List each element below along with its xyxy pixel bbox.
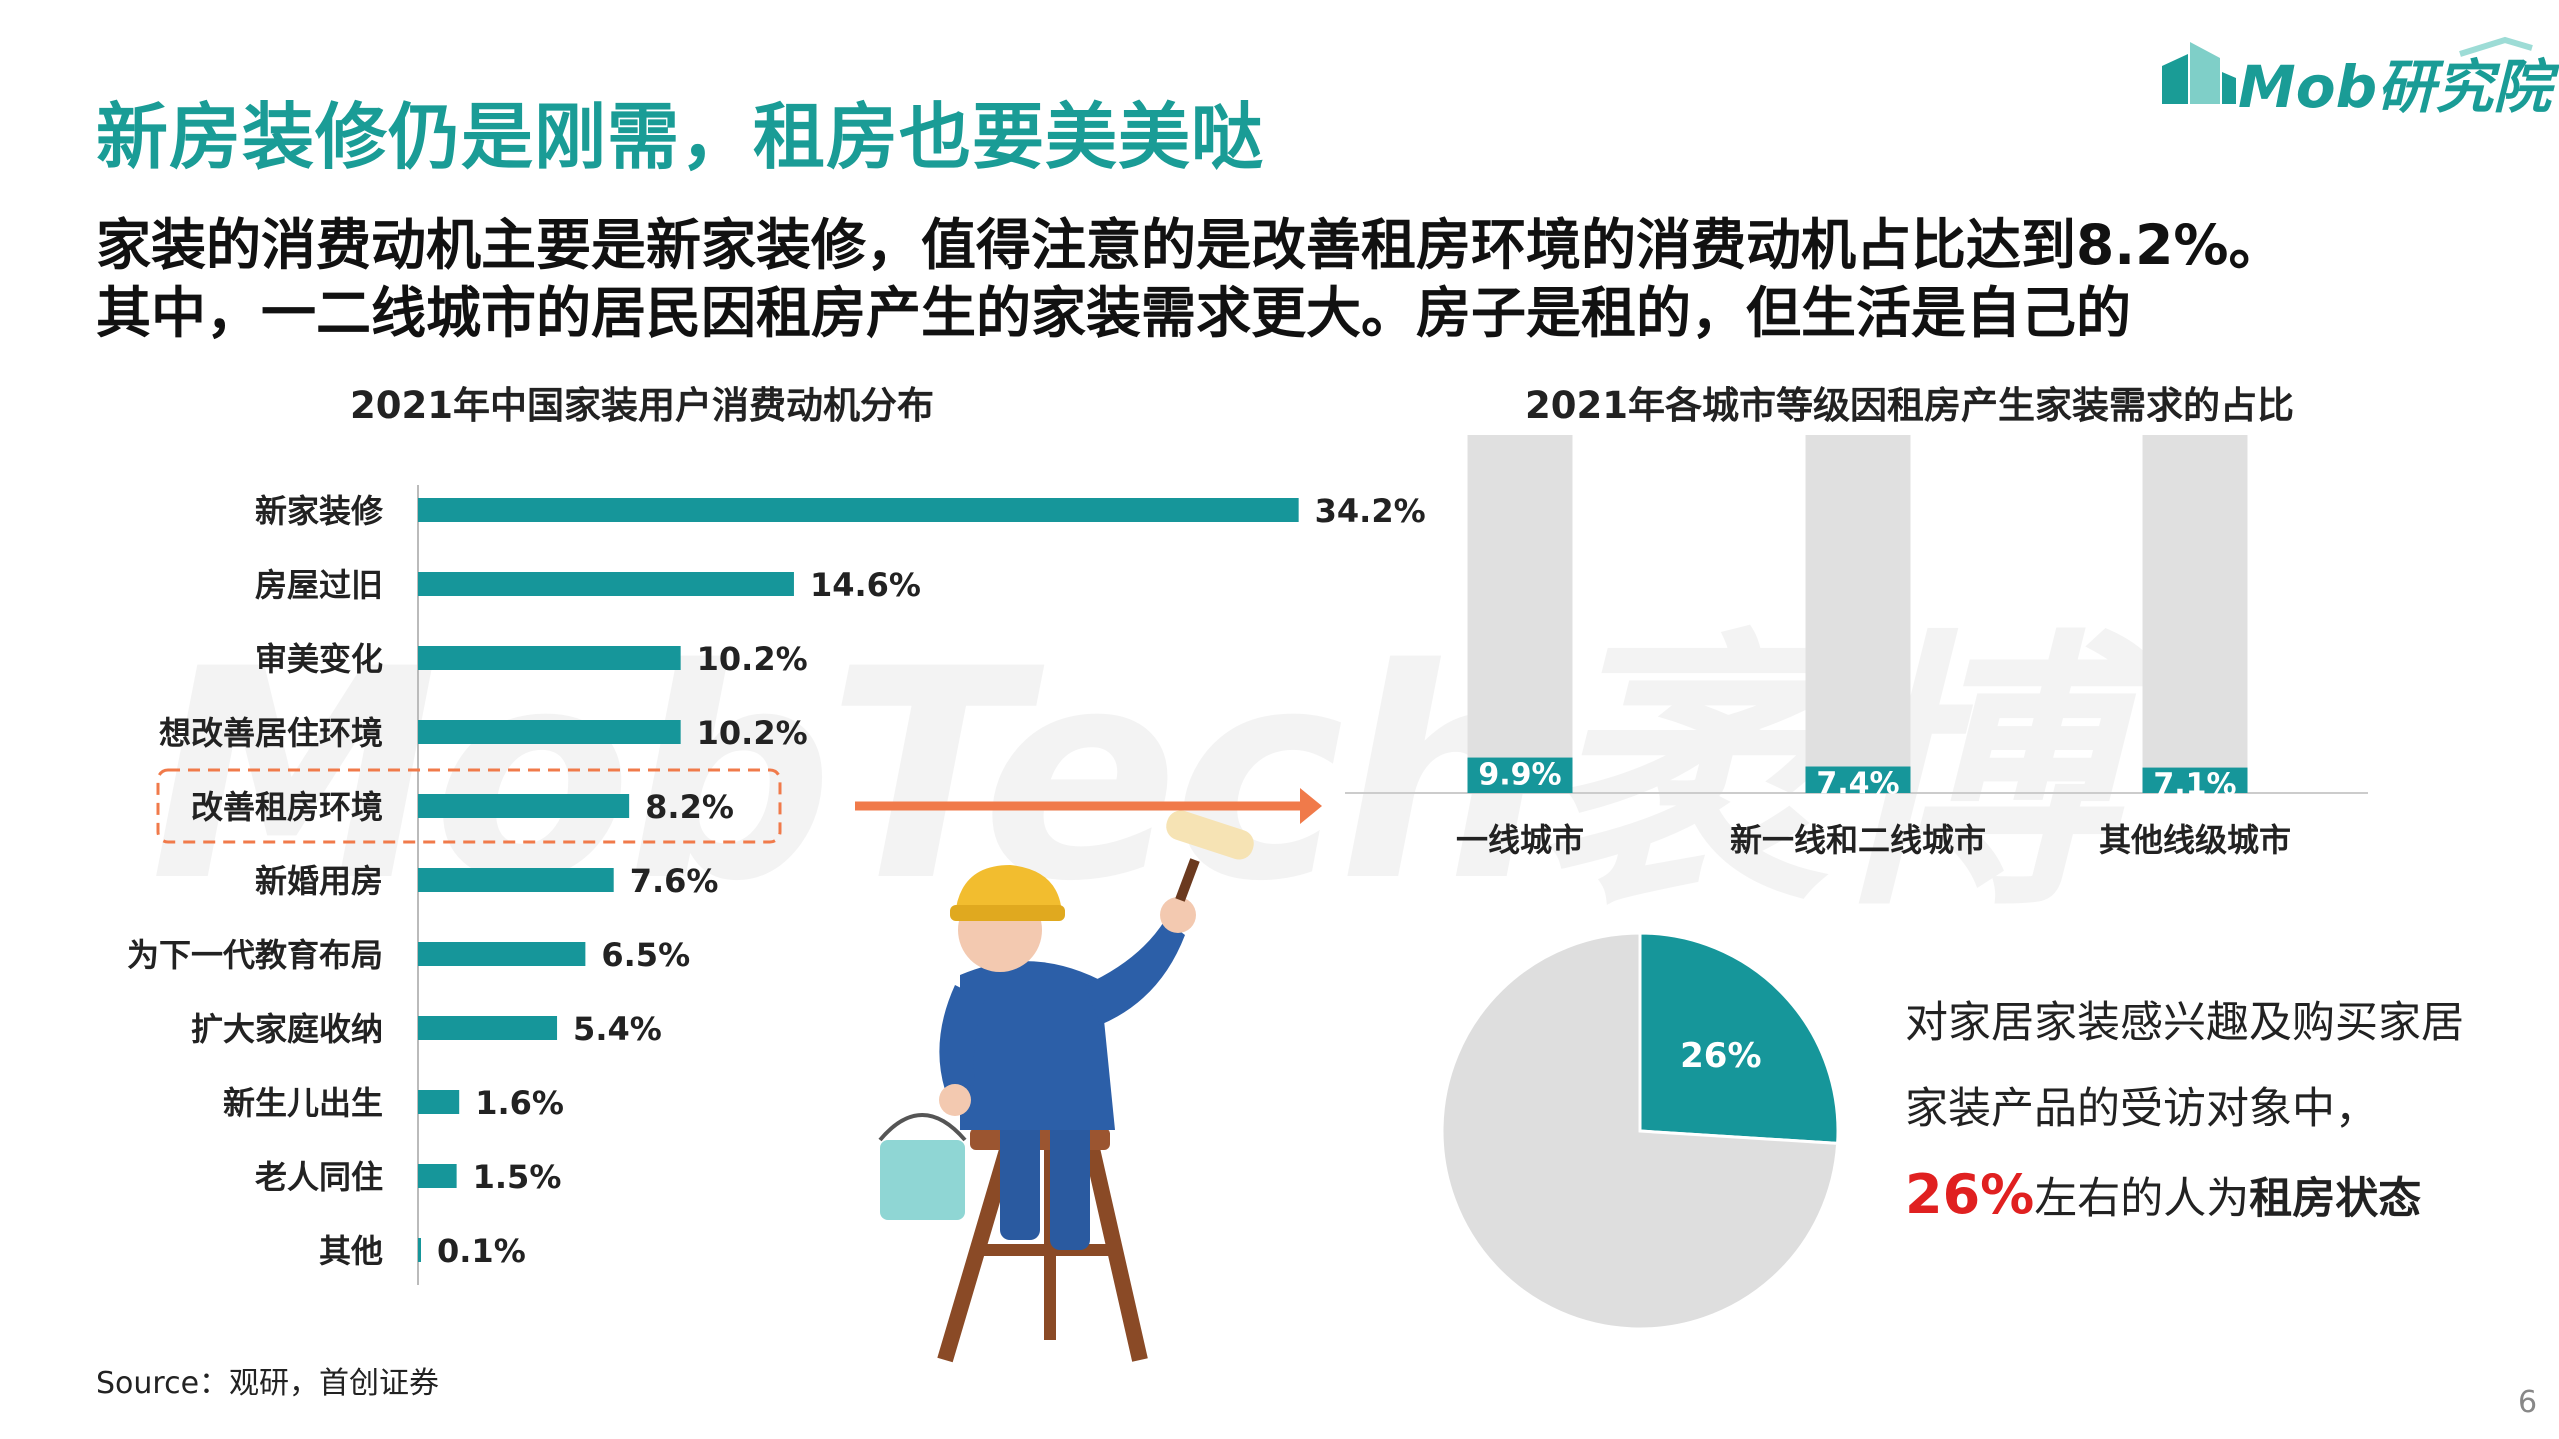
bar-value-label: 10.2% [697,640,808,678]
bar [2142,767,2248,793]
logo-text: Mob研究院 [2238,53,2552,121]
category-label: 改善租房环境 [191,788,383,826]
source-note: Source：观研，首创证券 [96,1366,440,1401]
category-label: 房屋过旧 [255,566,383,604]
category-label: 审美变化 [255,640,383,678]
bar-background [2142,435,2248,793]
page-title: 新房装修仍是刚需，租房也要美美哒 [96,95,1265,179]
bar-value-label: 7.1% [2153,768,2236,803]
category-label: 新婚用房 [255,862,383,900]
pie-caption: 对家居家装感兴趣及购买家居家装产品的受访对象中， 26%左右的人为租房状态 [1905,980,2465,1242]
category-label: 想改善居住环境 [159,714,383,752]
category-label: 新生儿出生 [223,1084,383,1122]
pie-caption-mid: 左右的人为 [2034,1174,2250,1224]
bar [418,794,630,818]
bar-value-label: 14.6% [810,566,921,604]
bar [418,1090,460,1114]
bar-value-label: 1.5% [473,1158,562,1196]
bar-value-label: 8.2% [645,788,734,826]
painter-illustration [878,810,1254,1363]
page-number: 6 [2518,1385,2538,1420]
subtitle-line-2: 其中，一二线城市的居民因租房产生的家装需求更大。房子是租的，但生活是自己的 [96,281,2132,345]
bar [418,646,681,670]
connector-arrow-head [1300,788,1322,824]
bar [418,1164,457,1188]
bar-background [1467,435,1573,793]
mob-logo-icon [2162,36,2533,104]
bar [1467,757,1573,793]
bar-background [1805,435,1911,793]
bar-value-label: 7.6% [630,862,719,900]
left-chart-title: 2021年中国家装用户消费动机分布 [350,384,934,427]
right-chart-title: 2021年各城市等级因租房产生家装需求的占比 [1525,384,2294,427]
subtitle-line-1: 家装的消费动机主要是新家装修，值得注意的是改善租房环境的消费动机占比达到8.2%… [96,213,2284,277]
bar [418,498,1299,522]
bar [418,720,681,744]
category-label: 其他线级城市 [2099,821,2291,859]
category-label: 新一线和二线城市 [1730,821,1986,859]
pie-slice [1638,931,1840,1146]
bar [418,868,614,892]
pie-caption-pre: 对家居家装感兴趣及购买家居家装产品的受访对象中， [1905,998,2464,1134]
category-label: 为下一代教育布局 [127,936,383,974]
category-label: 老人同住 [255,1158,383,1196]
bar [418,572,794,596]
category-label: 其他 [319,1232,383,1270]
pie-caption-bold: 租房状态 [2249,1174,2422,1224]
category-label: 新家装修 [255,492,384,530]
bar-value-label: 5.4% [573,1010,662,1048]
category-label: 一线城市 [1456,821,1584,859]
pie-caption-highlight: 26% [1905,1163,2035,1226]
pie-slice-label: 26% [1680,1036,1761,1076]
bar-value-label: 0.1% [437,1232,526,1270]
horizontal-bar-chart: 新家装修 34.2% 房屋过旧 14.6% 审美变化 10.2% 想改善居住环境 10.2% 改… [127,485,1426,1285]
bar-value-label: 10.2% [697,714,808,752]
bar-value-label: 1.6% [475,1084,564,1122]
bar-value-label: 7.4% [1816,767,1899,802]
bar [1805,766,1911,793]
bar-value-label: 34.2% [1315,492,1426,530]
vertical-bar-chart: 9.9% 一线城市 7.4% 新一线和二线城市 7.1% 其他线级城市 [1345,435,2368,859]
pie-slice [1440,931,1840,1331]
bar [418,1016,558,1040]
bar [418,1238,421,1262]
bar [418,942,586,966]
highlight-box [156,768,782,844]
bar-value-label: 6.5% [601,936,690,974]
bar-value-label: 9.9% [1478,758,1561,793]
pie-chart: 26% [1440,931,1840,1331]
category-label: 扩大家庭收纳 [191,1010,383,1048]
